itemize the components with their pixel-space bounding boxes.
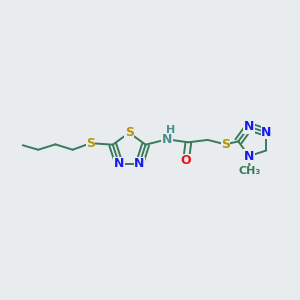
Text: N: N	[244, 120, 254, 133]
Text: H: H	[166, 125, 175, 135]
Text: N: N	[244, 150, 254, 163]
Text: S: S	[125, 126, 134, 139]
Text: S: S	[221, 138, 230, 151]
Text: CH₃: CH₃	[238, 166, 261, 176]
Text: S: S	[86, 137, 95, 150]
Text: N: N	[134, 158, 145, 170]
Text: O: O	[181, 154, 191, 167]
Text: N: N	[114, 158, 124, 170]
Text: N: N	[162, 133, 172, 146]
Text: N: N	[261, 126, 272, 139]
